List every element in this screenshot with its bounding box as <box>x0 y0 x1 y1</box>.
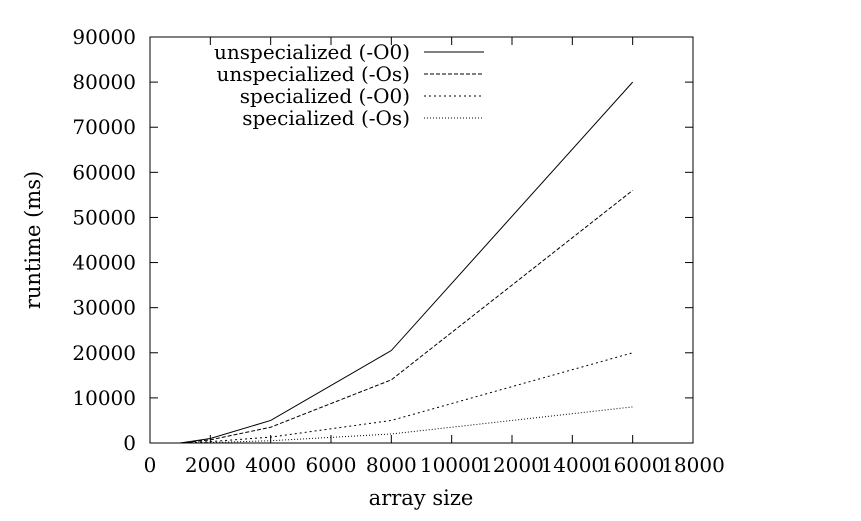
x-tick-label: 18000 <box>661 453 725 477</box>
y-tick-label: 20000 <box>72 341 136 365</box>
y-tick-label: 0 <box>123 431 136 455</box>
x-tick-label: 2000 <box>185 453 236 477</box>
series-group <box>180 81 634 444</box>
y-tick-label: 30000 <box>72 296 136 320</box>
y-tick-label: 60000 <box>72 160 136 184</box>
legend: unspecialized (-O0)unspecialized (-Os)sp… <box>214 40 484 130</box>
y-tick-label: 50000 <box>72 205 136 229</box>
y-tick-label: 40000 <box>72 251 136 275</box>
series-line-1 <box>180 81 634 444</box>
plot-frame <box>149 36 694 444</box>
series-line-2 <box>180 189 633 444</box>
y-tick-label: 90000 <box>72 25 136 49</box>
x-tick-label: 10000 <box>420 453 484 477</box>
x-tick-label: 4000 <box>245 453 296 477</box>
x-axis-title: array size <box>369 486 474 510</box>
legend-label-3: specialized (-O0) <box>240 84 410 108</box>
legend-label-2: unspecialized (-Os) <box>216 62 410 86</box>
y-axis: 0 10000 20000 30000 40000 50000 60000 70000 8000… <box>72 25 693 455</box>
y-tick-label: 80000 <box>72 70 136 94</box>
x-tick-label: 6000 <box>306 453 357 477</box>
legend-label-1: unspecialized (-O0) <box>214 40 410 64</box>
x-tick-label: 8000 <box>366 453 417 477</box>
series-line-4 <box>180 406 633 444</box>
legend-label-4: specialized (-Os) <box>242 106 410 130</box>
x-tick-label: 14000 <box>541 453 605 477</box>
y-tick-label: 70000 <box>72 115 136 139</box>
x-tick-label: 16000 <box>601 453 665 477</box>
series-line-3 <box>180 352 633 444</box>
y-axis-title: runtime (ms) <box>21 171 45 309</box>
x-tick-label: 0 <box>144 453 157 477</box>
x-axis: 0 2000 4000 6000 8000 10000120001400016000180… <box>144 37 725 477</box>
y-tick-label: 10000 <box>72 386 136 410</box>
x-tick-label: 12000 <box>480 453 544 477</box>
